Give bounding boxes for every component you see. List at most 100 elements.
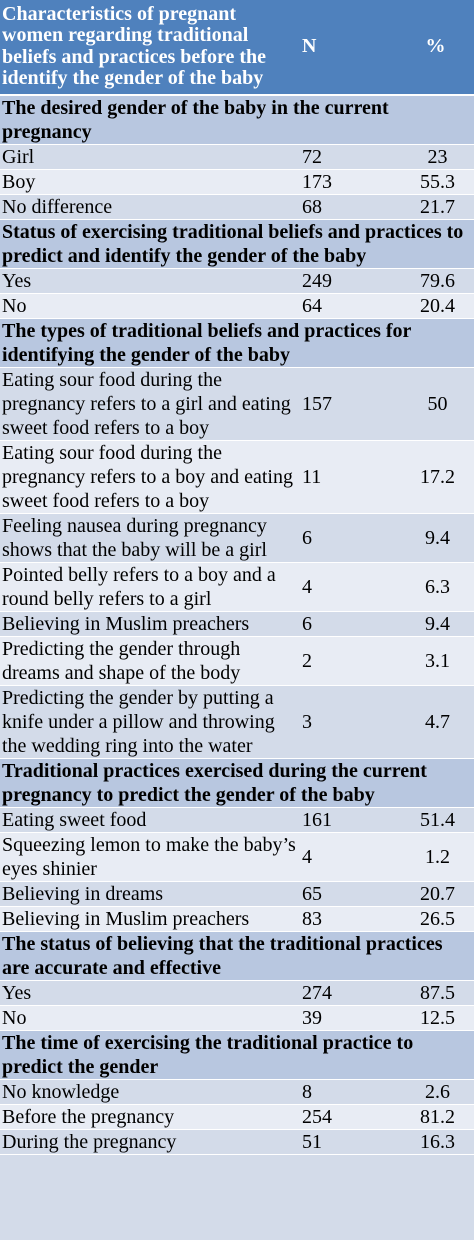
row-n: 274 bbox=[298, 980, 391, 1006]
row-n: 64 bbox=[298, 293, 391, 319]
row-label: During the pregnancy bbox=[0, 1129, 298, 1155]
row-label: Yes bbox=[0, 980, 298, 1006]
section-row: Traditional practices exercised during t… bbox=[0, 758, 474, 808]
table-row: Before the pregnancy 254 81.2 bbox=[0, 1104, 474, 1130]
row-label: Squeezing lemon to make the baby’s eyes … bbox=[0, 832, 298, 882]
table-row: Believing in Muslim preachers 6 9.4 bbox=[0, 611, 474, 637]
header-characteristic: Characteristics of pregnant women regard… bbox=[0, 0, 298, 96]
row-percent: 16.3 bbox=[391, 1129, 474, 1155]
section-title: The status of believing that the traditi… bbox=[0, 931, 474, 981]
row-percent: 23 bbox=[391, 144, 474, 170]
row-percent: 87.5 bbox=[391, 980, 474, 1006]
table-row: Eating sweet food 161 51.4 bbox=[0, 807, 474, 833]
table-row: Squeezing lemon to make the baby’s eyes … bbox=[0, 832, 474, 882]
row-n: 4 bbox=[298, 562, 391, 612]
table-row: Predicting the gender through dreams and… bbox=[0, 636, 474, 686]
header-percent: % bbox=[391, 0, 474, 96]
row-percent: 6.3 bbox=[391, 562, 474, 612]
row-label: Believing in Muslim preachers bbox=[0, 611, 298, 637]
row-label: No bbox=[0, 293, 298, 319]
row-percent: 81.2 bbox=[391, 1104, 474, 1130]
section-row: The status of believing that the traditi… bbox=[0, 931, 474, 981]
row-percent: 55.3 bbox=[391, 169, 474, 195]
row-percent: 20.4 bbox=[391, 293, 474, 319]
table-row: Believing in Muslim preachers 83 26.5 bbox=[0, 906, 474, 932]
row-label: No knowledge bbox=[0, 1079, 298, 1105]
row-n: 249 bbox=[298, 268, 391, 294]
row-label: Believing in dreams bbox=[0, 881, 298, 907]
row-percent: 1.2 bbox=[391, 832, 474, 882]
row-label: Boy bbox=[0, 169, 298, 195]
row-n: 68 bbox=[298, 194, 391, 220]
row-n: 3 bbox=[298, 685, 391, 759]
row-percent: 50 bbox=[391, 367, 474, 441]
row-label: No bbox=[0, 1005, 298, 1031]
section-row: The desired gender of the baby in the cu… bbox=[0, 95, 474, 145]
row-percent: 26.5 bbox=[391, 906, 474, 932]
table-row: No difference 68 21.7 bbox=[0, 194, 474, 220]
row-label: Girl bbox=[0, 144, 298, 170]
section-row: The time of exercising the traditional p… bbox=[0, 1030, 474, 1080]
section-title: Status of exercising traditional beliefs… bbox=[0, 219, 474, 269]
table-row: Predicting the gender by putting a knife… bbox=[0, 685, 474, 759]
section-title: The desired gender of the baby in the cu… bbox=[0, 95, 474, 145]
table-row: Eating sour food during the pregnancy re… bbox=[0, 440, 474, 514]
section-title: The types of traditional beliefs and pra… bbox=[0, 318, 474, 368]
row-n: 6 bbox=[298, 611, 391, 637]
row-percent: 21.7 bbox=[391, 194, 474, 220]
row-label: Before the pregnancy bbox=[0, 1104, 298, 1130]
table-row: Pointed belly refers to a boy and a roun… bbox=[0, 562, 474, 612]
row-label: Feeling nausea during pregnancy shows th… bbox=[0, 513, 298, 563]
row-n: 83 bbox=[298, 906, 391, 932]
row-percent: 2.6 bbox=[391, 1079, 474, 1105]
header-row: Characteristics of pregnant women regard… bbox=[0, 0, 474, 96]
row-label: Believing in Muslim preachers bbox=[0, 906, 298, 932]
row-percent: 4.7 bbox=[391, 685, 474, 759]
row-label: Eating sour food during the pregnancy re… bbox=[0, 367, 298, 441]
table-row: Girl 72 23 bbox=[0, 144, 474, 170]
row-percent: 9.4 bbox=[391, 611, 474, 637]
table-row: No 64 20.4 bbox=[0, 293, 474, 319]
row-percent: 9.4 bbox=[391, 513, 474, 563]
table-row: Boy 173 55.3 bbox=[0, 169, 474, 195]
row-n: 51 bbox=[298, 1129, 391, 1155]
table-row: Eating sour food during the pregnancy re… bbox=[0, 367, 474, 441]
table-header: Characteristics of pregnant women regard… bbox=[0, 0, 474, 96]
section-title: The time of exercising the traditional p… bbox=[0, 1030, 474, 1080]
row-percent: 12.5 bbox=[391, 1005, 474, 1031]
row-n: 72 bbox=[298, 144, 391, 170]
row-n: 39 bbox=[298, 1005, 391, 1031]
row-n: 161 bbox=[298, 807, 391, 833]
row-n: 2 bbox=[298, 636, 391, 686]
table-body: The desired gender of the baby in the cu… bbox=[0, 95, 474, 1155]
row-label: No difference bbox=[0, 194, 298, 220]
table-row: During the pregnancy 51 16.3 bbox=[0, 1129, 474, 1155]
header-n: N bbox=[298, 0, 391, 96]
section-title: Traditional practices exercised during t… bbox=[0, 758, 474, 808]
row-label: Predicting the gender by putting a knife… bbox=[0, 685, 298, 759]
section-row: The types of traditional beliefs and pra… bbox=[0, 318, 474, 368]
row-n: 157 bbox=[298, 367, 391, 441]
row-n: 65 bbox=[298, 881, 391, 907]
table-row: No 39 12.5 bbox=[0, 1005, 474, 1031]
row-n: 11 bbox=[298, 440, 391, 514]
row-n: 8 bbox=[298, 1079, 391, 1105]
table-row: Yes 249 79.6 bbox=[0, 268, 474, 294]
row-label: Eating sweet food bbox=[0, 807, 298, 833]
characteristics-table: Characteristics of pregnant women regard… bbox=[0, 0, 474, 1155]
table-row: Yes 274 87.5 bbox=[0, 980, 474, 1006]
row-label: Eating sour food during the pregnancy re… bbox=[0, 440, 298, 514]
row-percent: 17.2 bbox=[391, 440, 474, 514]
row-percent: 51.4 bbox=[391, 807, 474, 833]
row-percent: 20.7 bbox=[391, 881, 474, 907]
table-row: Believing in dreams 65 20.7 bbox=[0, 881, 474, 907]
row-percent: 79.6 bbox=[391, 268, 474, 294]
row-label: Predicting the gender through dreams and… bbox=[0, 636, 298, 686]
row-n: 6 bbox=[298, 513, 391, 563]
row-label: Yes bbox=[0, 268, 298, 294]
table-row: No knowledge 8 2.6 bbox=[0, 1079, 474, 1105]
row-label: Pointed belly refers to a boy and a roun… bbox=[0, 562, 298, 612]
section-row: Status of exercising traditional beliefs… bbox=[0, 219, 474, 269]
row-n: 254 bbox=[298, 1104, 391, 1130]
row-n: 4 bbox=[298, 832, 391, 882]
